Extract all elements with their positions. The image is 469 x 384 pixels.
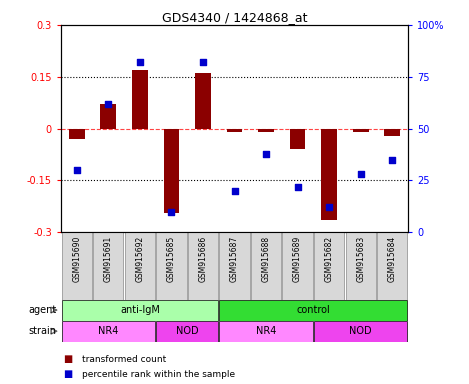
Text: ■: ■	[63, 354, 73, 364]
Text: GSM915686: GSM915686	[198, 236, 207, 282]
Title: GDS4340 / 1424868_at: GDS4340 / 1424868_at	[162, 11, 307, 24]
Bar	[258, 129, 274, 132]
Point	[357, 171, 364, 177]
Bar	[314, 321, 408, 342]
Bar	[61, 300, 218, 321]
Text: ■: ■	[63, 369, 73, 379]
Bar	[69, 129, 84, 139]
Point	[199, 59, 207, 65]
Bar	[314, 232, 344, 300]
Text: control: control	[296, 305, 330, 315]
Text: NOD: NOD	[176, 326, 198, 336]
Point	[325, 204, 333, 210]
Bar	[132, 70, 148, 129]
Bar	[156, 321, 218, 342]
Bar	[219, 300, 408, 321]
Text: GSM915684: GSM915684	[388, 236, 397, 282]
Bar	[377, 232, 408, 300]
Point	[167, 209, 175, 215]
Bar	[93, 232, 123, 300]
Point	[294, 184, 302, 190]
Text: GSM915683: GSM915683	[356, 236, 365, 282]
Text: GSM915688: GSM915688	[262, 236, 271, 282]
Bar	[290, 129, 305, 149]
Point	[262, 151, 270, 157]
Bar	[251, 232, 281, 300]
Bar	[61, 321, 155, 342]
Bar	[321, 129, 337, 220]
Bar	[61, 232, 92, 300]
Text: NR4: NR4	[256, 326, 276, 336]
Bar	[385, 129, 400, 136]
Bar	[353, 129, 369, 132]
Point	[105, 101, 112, 107]
Text: GSM915692: GSM915692	[136, 236, 144, 282]
Bar	[156, 232, 187, 300]
Bar	[164, 129, 179, 214]
Text: GSM915682: GSM915682	[325, 236, 333, 282]
Text: agent: agent	[28, 305, 56, 315]
Text: GSM915691: GSM915691	[104, 236, 113, 282]
Text: GSM915685: GSM915685	[167, 236, 176, 282]
Point	[73, 167, 81, 173]
Text: NOD: NOD	[349, 326, 372, 336]
Point	[136, 59, 144, 65]
Bar	[195, 73, 211, 129]
Bar	[125, 232, 155, 300]
Text: NR4: NR4	[98, 326, 119, 336]
Bar	[227, 129, 242, 132]
Bar	[219, 321, 313, 342]
Point	[231, 188, 238, 194]
Text: anti-IgM: anti-IgM	[120, 305, 160, 315]
Bar	[282, 232, 313, 300]
Point	[388, 157, 396, 163]
Bar	[100, 104, 116, 129]
Text: percentile rank within the sample: percentile rank within the sample	[82, 370, 235, 379]
Text: strain: strain	[28, 326, 56, 336]
Bar	[188, 232, 218, 300]
Bar	[219, 232, 250, 300]
Text: GSM915690: GSM915690	[72, 236, 81, 282]
Text: GSM915687: GSM915687	[230, 236, 239, 282]
Text: transformed count: transformed count	[82, 354, 166, 364]
Text: GSM915689: GSM915689	[293, 236, 302, 282]
Bar	[346, 232, 376, 300]
